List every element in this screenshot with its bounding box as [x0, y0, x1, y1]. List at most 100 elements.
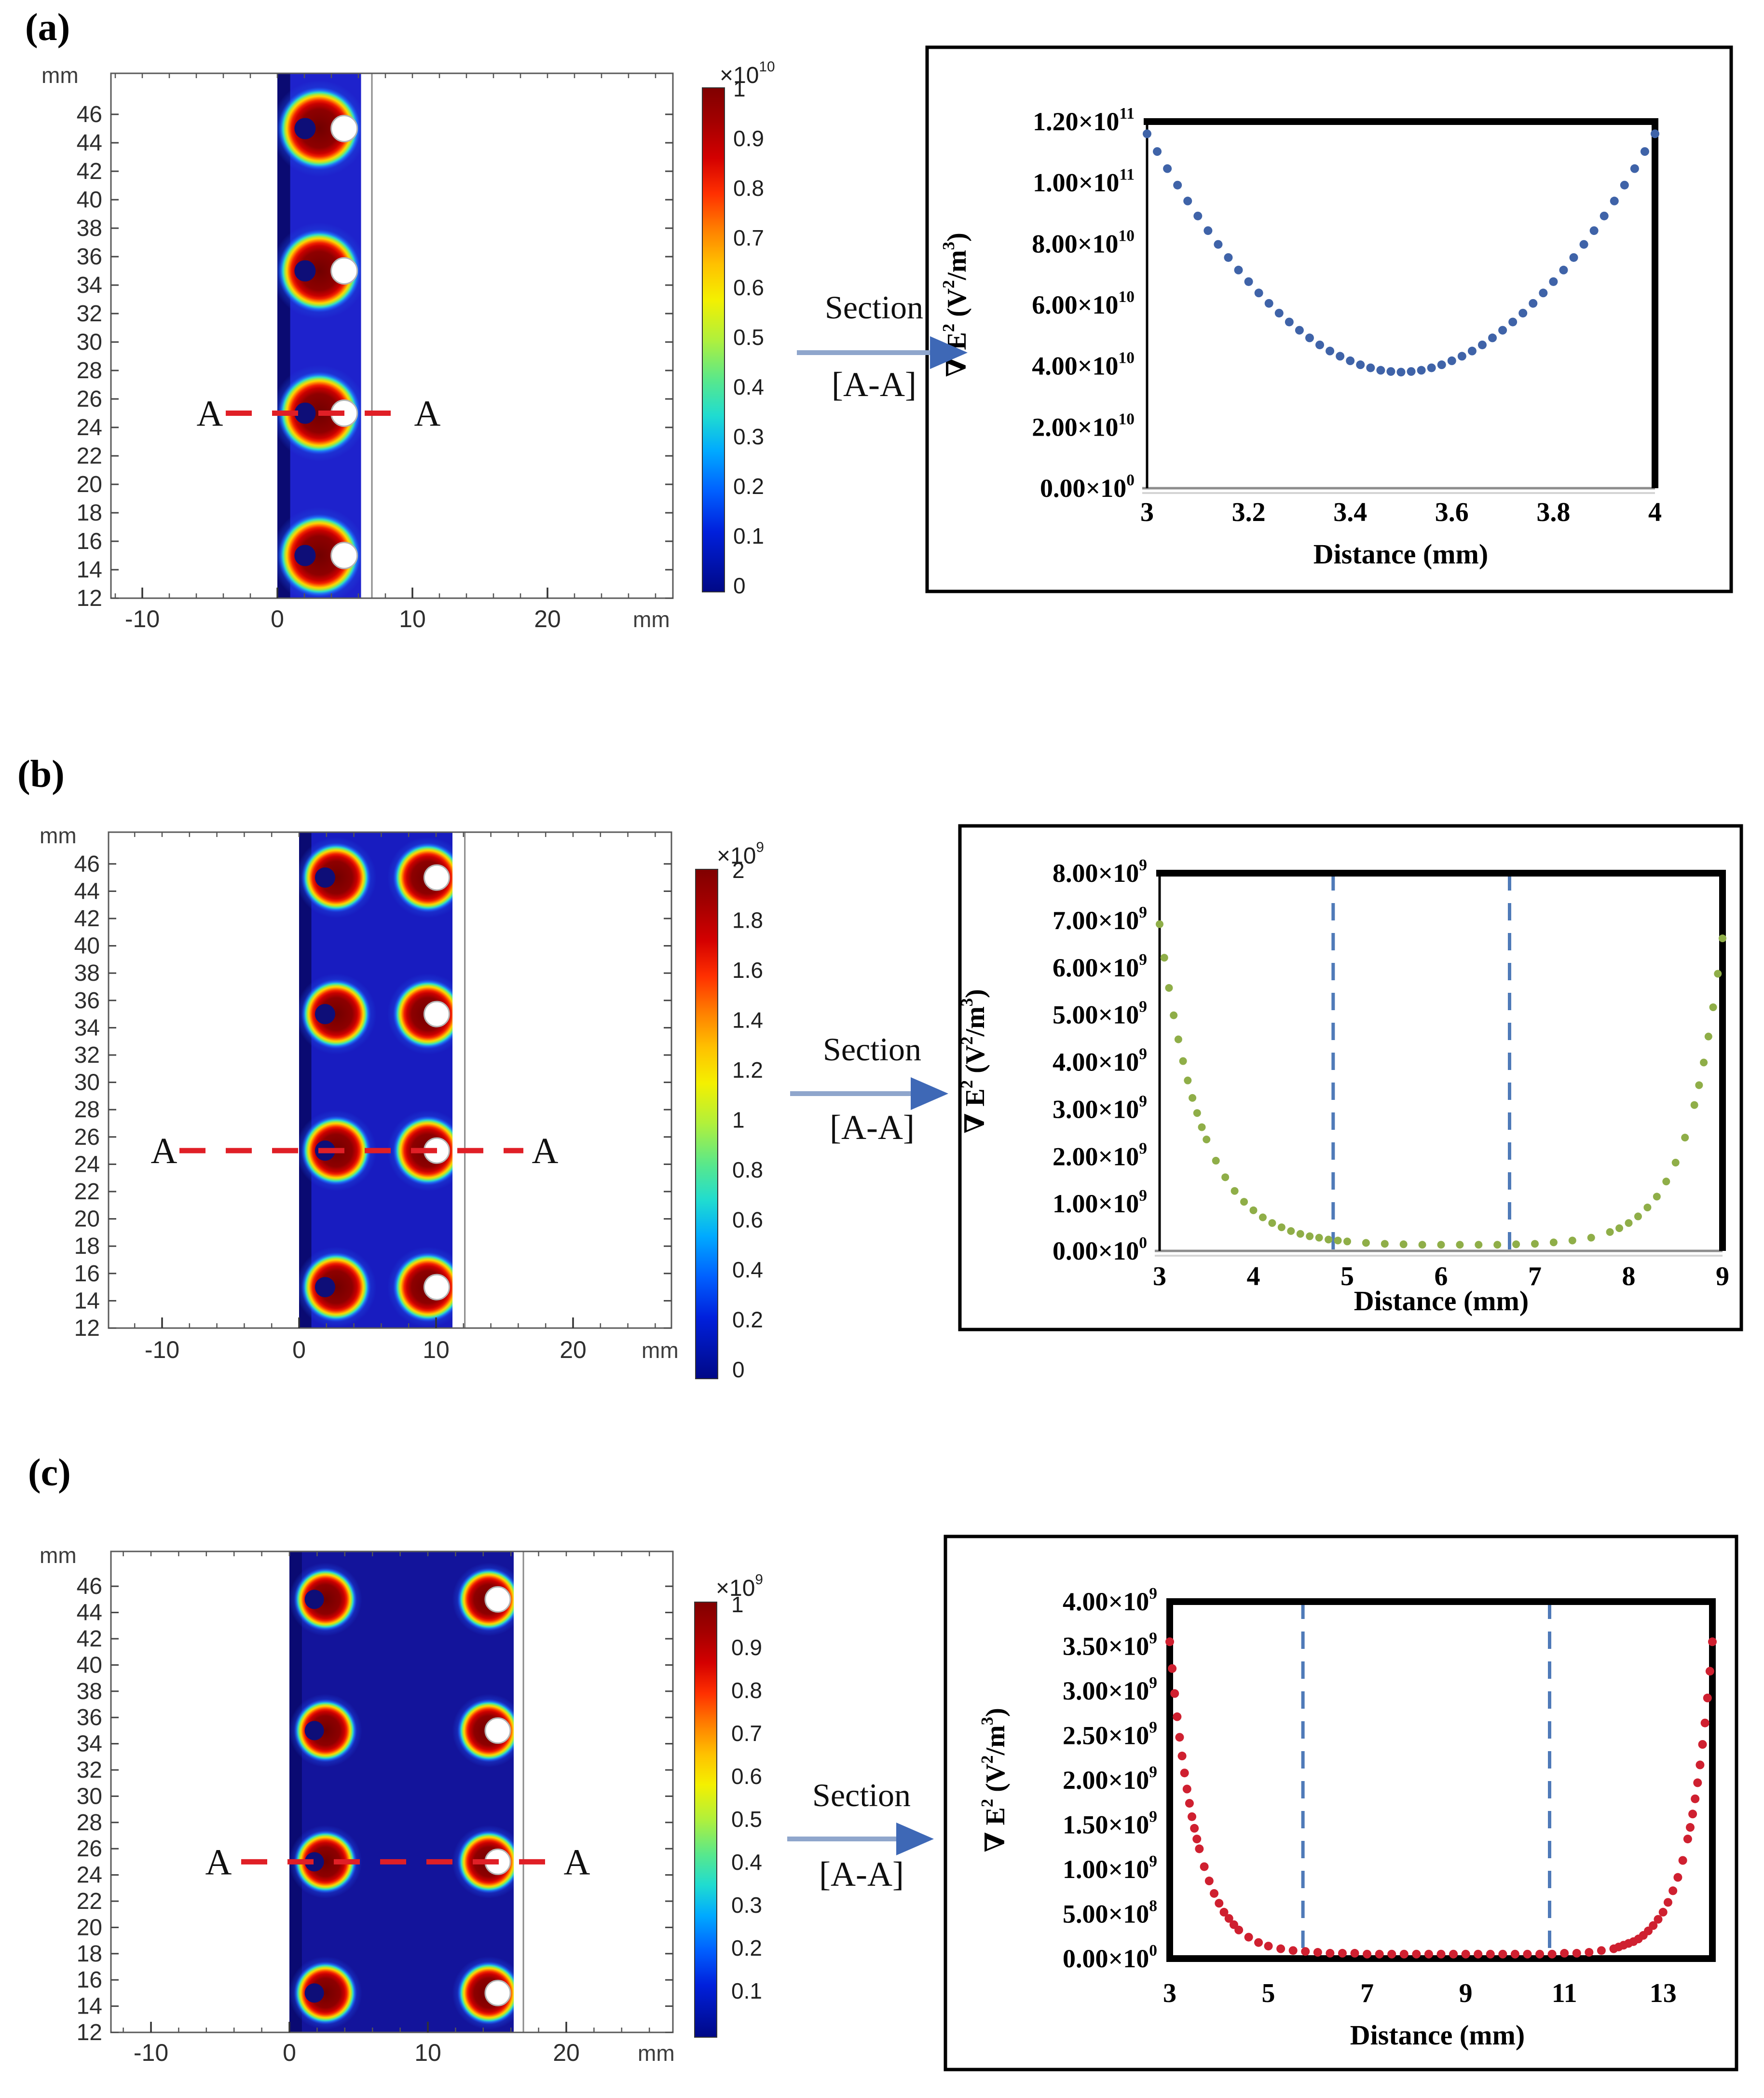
chart-x-tick-label: 5 — [1340, 1262, 1354, 1291]
data-dot — [1301, 1947, 1310, 1956]
y-tick-label: 38 — [77, 216, 102, 241]
data-dot — [1386, 367, 1395, 376]
data-dot — [1691, 1794, 1700, 1803]
data-dot — [1477, 340, 1487, 349]
y-tick-label: 30 — [77, 329, 102, 355]
chart-y-tick-label: 6.00×109 — [1053, 951, 1147, 982]
y-tick-label: 18 — [74, 1234, 100, 1259]
data-dot — [1338, 1948, 1347, 1958]
panel-label-a: (a) — [25, 6, 70, 49]
data-dot — [1396, 368, 1406, 377]
y-tick-label: 40 — [74, 933, 100, 959]
data-dot — [1362, 1239, 1370, 1247]
data-dot — [1165, 1637, 1174, 1646]
data-dot — [1288, 1946, 1298, 1955]
chart-x-tick-label: 3.2 — [1232, 497, 1266, 527]
data-dot — [1417, 366, 1426, 375]
data-dot — [1165, 984, 1173, 992]
data-dot — [1244, 1933, 1253, 1942]
chart-x-tick-label: 6 — [1435, 1262, 1448, 1291]
data-dot — [1549, 277, 1558, 286]
y-tick-label: 16 — [74, 1261, 100, 1287]
data-dot — [1424, 1949, 1433, 1959]
data-dot — [1467, 346, 1477, 356]
data-dot — [1498, 1949, 1507, 1959]
colorbar-title: ×1010 — [720, 59, 775, 88]
x-tick-label: -10 — [125, 605, 160, 632]
y-tick-label: 34 — [77, 1731, 102, 1757]
data-dot — [1346, 356, 1355, 365]
data-dot — [1153, 147, 1162, 156]
section-arrow-(c) — [787, 1823, 934, 1855]
data-dot — [1224, 253, 1233, 262]
chart-y-tick-label: 4.00×109 — [1063, 1585, 1157, 1616]
data-dot — [1185, 1799, 1194, 1808]
colorbar-tick-label: 0.6 — [733, 275, 764, 300]
data-dot — [1508, 317, 1518, 327]
data-dot — [1224, 1914, 1233, 1923]
data-dot — [1356, 360, 1365, 370]
data-dot — [1315, 1234, 1323, 1242]
x-axis-unit: mm — [633, 607, 670, 632]
data-dot — [1705, 1667, 1714, 1676]
data-dot — [1418, 1241, 1426, 1249]
chart-y-tick-label: 1.00×1011 — [1033, 166, 1135, 197]
data-dot — [1179, 1057, 1187, 1065]
data-dot — [1568, 1236, 1576, 1245]
data-dot — [1539, 288, 1548, 298]
y-tick-label: 14 — [77, 1994, 102, 2019]
colorbar-tick-label: 0.3 — [731, 1892, 762, 1918]
chart-x-axis-title: Distance (mm) — [1354, 1285, 1529, 1316]
data-dot — [1559, 265, 1568, 274]
chart-x-tick-label: 8 — [1622, 1262, 1636, 1291]
data-dot — [1523, 1949, 1532, 1959]
x-tick-label: 0 — [283, 2039, 296, 2066]
data-dot — [1254, 1938, 1263, 1947]
data-dot — [1326, 346, 1335, 356]
colorbar-tick-label: 0.4 — [731, 1850, 762, 1875]
data-dot — [1203, 226, 1213, 235]
data-dot — [1399, 1949, 1408, 1959]
y-tick-label: 32 — [77, 301, 102, 327]
y-tick-label: 32 — [77, 1757, 102, 1783]
data-dot — [1177, 1752, 1187, 1761]
data-dot — [1620, 180, 1629, 190]
data-dot — [1163, 164, 1172, 173]
scatter-series — [1143, 129, 1659, 377]
section-arrow-(a) — [797, 336, 968, 369]
x-tick-label: -10 — [145, 1336, 179, 1363]
data-dot — [1193, 1109, 1201, 1117]
y-tick-label: 42 — [74, 906, 100, 932]
colorbar-tick-label: 0.8 — [733, 176, 764, 201]
chart-y-tick-label: 4.00×109 — [1053, 1045, 1147, 1077]
y-tick-label: 30 — [77, 1783, 102, 1809]
data-dot — [1143, 129, 1151, 138]
colorbar-tick-label: 1 — [731, 1592, 744, 1617]
data-dot — [1560, 1948, 1569, 1958]
data-dot — [1651, 129, 1659, 138]
data-dot — [1535, 1949, 1545, 1959]
data-dot — [1474, 1949, 1483, 1959]
y-tick-label: 18 — [77, 500, 102, 526]
data-dot — [1313, 1948, 1322, 1957]
x-tick-label: 20 — [534, 605, 561, 632]
y-tick-label: 44 — [74, 878, 100, 904]
cut-label-right: A — [414, 394, 441, 434]
y-tick-label: 12 — [74, 1316, 100, 1341]
panel-label-b: (b) — [17, 753, 65, 795]
data-dot — [1174, 1035, 1182, 1043]
data-dot — [1475, 1241, 1483, 1249]
data-dot — [1662, 1178, 1670, 1186]
colorbar-tick-label: 0.6 — [731, 1764, 762, 1789]
chart-x-tick-label: 7 — [1360, 1978, 1374, 2008]
data-dot — [1315, 340, 1325, 349]
data-dot — [1200, 1862, 1209, 1871]
section-label-b: Section — [823, 1031, 921, 1068]
y-tick-label: 34 — [77, 273, 102, 298]
y-tick-label: 36 — [77, 1705, 102, 1730]
data-dot — [1709, 1003, 1717, 1011]
colorbar-tick-label: 0.2 — [733, 474, 764, 499]
